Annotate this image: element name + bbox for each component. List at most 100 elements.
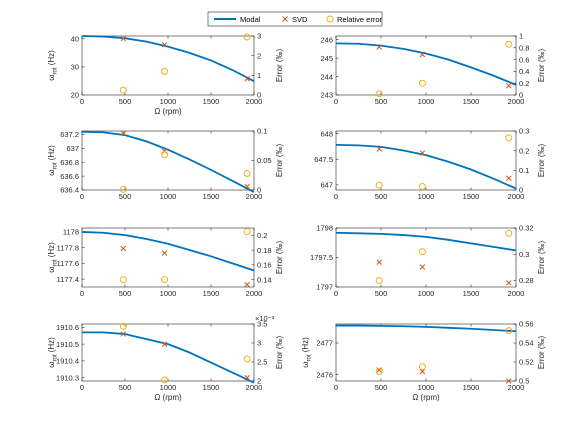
x-tick-label: 1000: [418, 383, 435, 392]
error-point: [418, 248, 426, 256]
modal-line: [81, 231, 255, 272]
x-tick-label: 0: [80, 97, 84, 106]
error-point: [243, 228, 251, 236]
error-point: [161, 151, 169, 159]
y-tick-label: 2477: [316, 339, 333, 348]
y2-tick-label: 2: [257, 51, 261, 60]
y-tick-label: 1910.5: [56, 340, 79, 349]
y2-tick-label: 0.1: [519, 166, 529, 175]
x-tick-label: 0: [80, 383, 84, 392]
x-tick-label: 1500: [463, 192, 480, 201]
y2-axis-label: Error (‰): [537, 49, 546, 83]
error-point: [505, 327, 513, 335]
x-tick-label: 2000: [246, 383, 263, 392]
x-tick-label: 2000: [246, 97, 263, 106]
legend-label-relative-error: Relative error: [337, 15, 383, 24]
y2-tick-label: 0.14: [257, 275, 272, 284]
y-tick-label: 245: [320, 54, 333, 63]
y-axis-label: ωrot (Hz): [301, 337, 313, 368]
y-tick-label: 647.5: [314, 155, 333, 164]
error-point: [243, 33, 251, 41]
y2-tick-label: 0: [519, 186, 523, 195]
x-axis-label: Ω (rpm): [412, 393, 440, 402]
y-tick-label: 1910.3: [56, 373, 79, 382]
modal-line: [81, 130, 255, 193]
y2-tick-label: 3: [257, 339, 261, 348]
y-tick-label: 1177.4: [57, 275, 79, 284]
x-tick-label: 500: [375, 289, 388, 298]
panel-row3-right: 0 500 1000 1500 2000 1797 1797.5 1798 0.28 0.3 0.3…: [310, 224, 546, 298]
y-tick-label: 244: [320, 72, 333, 81]
y-tick-label: 647: [320, 181, 333, 190]
y-axis-label: ωrot (Hz): [47, 337, 59, 368]
y-tick-label: 30: [71, 63, 79, 72]
svd-point: [419, 368, 426, 375]
svd-point: [506, 83, 512, 89]
panel-row1-left: 0 500 1000 1500 2000 20 30 40 0 1 2 3 Ω (rpm) ωrot (H…: [47, 32, 284, 116]
svd-point: [419, 51, 426, 58]
modal-line: [81, 35, 255, 83]
axes-frame: [81, 130, 255, 191]
axes-frame: [335, 35, 517, 96]
y2-axis-label: Error (‰): [275, 336, 284, 370]
error-point: [161, 67, 169, 75]
y-tick-label: 636.8: [60, 158, 79, 167]
y-tick-label: 40: [71, 35, 79, 44]
axes-frame: [81, 227, 255, 288]
y2-tick-label: 0.8: [519, 44, 529, 53]
y-tick-label: 1910.4: [56, 357, 79, 366]
panel-row3-left: 0 500 1000 1500 2000 1177.4 1177.6 1177.8 1178 0.…: [47, 228, 284, 298]
legend-box: [207, 11, 383, 27]
legend: Modal SVD Relative error: [207, 11, 383, 27]
y2-tick-label: 0.28: [519, 276, 534, 285]
legend-circle-swatch: [326, 15, 334, 23]
y2-tick-label: 0.52: [519, 358, 534, 367]
y2-tick-label: 0.54: [519, 339, 534, 348]
svd-point: [506, 280, 512, 286]
x-tick-label: 1000: [418, 192, 435, 201]
y2-tick-label: 0.16: [257, 261, 272, 270]
y-tick-label: 637: [66, 144, 79, 153]
svd-point: [244, 374, 250, 381]
y2-tick-label: 3.5: [257, 320, 267, 329]
error-point: [119, 276, 127, 284]
x-tick-label: 2000: [246, 192, 263, 201]
svd-point: [161, 41, 168, 48]
svd-point: [120, 130, 127, 136]
error-point: [505, 40, 513, 48]
error-point: [243, 355, 251, 363]
svd-point: [376, 259, 382, 265]
x-tick-label: 1500: [203, 383, 220, 392]
y-tick-label: 1910.6: [56, 323, 79, 332]
x-tick-label: 1000: [418, 97, 435, 106]
y2-tick-label: 0.2: [519, 146, 529, 155]
error-point: [418, 363, 426, 371]
y2-axis-label: Error (‰): [275, 241, 284, 275]
error-point: [243, 169, 251, 177]
y-tick-label: 636.4: [60, 186, 79, 195]
y-axis-label: ωrot (Hz): [47, 145, 59, 176]
error-point: [119, 86, 127, 94]
y2-tick-label: 0.6: [519, 55, 529, 64]
y2-tick-label: 0: [257, 91, 261, 100]
svd-point: [244, 75, 250, 82]
x-tick-label: 1500: [463, 383, 480, 392]
x-tick-label: 2000: [246, 289, 263, 298]
error-point: [375, 90, 383, 98]
legend-cross-swatch: [282, 16, 288, 22]
y-tick-label: 1178: [63, 228, 79, 237]
error-point: [375, 276, 383, 284]
x-tick-label: 500: [119, 383, 132, 392]
y2-tick-label: 0.5: [519, 377, 529, 386]
y2-axis-label: Error (‰): [537, 241, 546, 275]
svd-point: [419, 150, 426, 156]
y2-axis-label: Error (‰): [275, 144, 284, 178]
x-tick-label: 0: [334, 192, 338, 201]
y2-tick-label: 2.5: [257, 358, 267, 367]
x-tick-label: 1500: [203, 289, 220, 298]
y2-tick-label: 3: [257, 32, 261, 41]
panel-row2-left: 0 500 1000 1500 2000 636.4 636.6 636.8 637 637.2 0…: [47, 127, 284, 201]
x-tick-label: 500: [375, 97, 388, 106]
